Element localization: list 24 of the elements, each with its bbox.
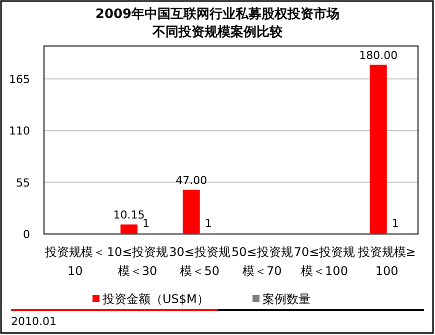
data-label: 1: [204, 217, 212, 230]
y-tick-label: 110: [9, 124, 30, 138]
data-label: 10.15: [113, 208, 145, 222]
x-tick-label: 50≤投资规模＜70: [232, 245, 293, 278]
data-label: 1: [392, 217, 399, 230]
x-tick-label: 投资规模≥100: [356, 245, 416, 278]
data-label: 1: [142, 217, 150, 230]
bar: [370, 64, 387, 234]
chart-title: 2009年中国互联网行业私募股权投资市场: [95, 6, 340, 22]
bar: [120, 224, 138, 234]
x-tick-label: 70≤投资规模＜100: [294, 245, 356, 278]
legend-label: 案例数量: [262, 292, 310, 306]
data-label: 47.00: [176, 174, 208, 187]
legend-label: 投资金额（US$M）: [102, 292, 209, 306]
data-label: 180.00: [359, 48, 398, 62]
x-tick-label: 10≤投资规模＜30: [106, 245, 168, 278]
x-tick-label: 投资规模＜10: [44, 245, 106, 278]
x-tick-label: 30≤投资规模＜50: [169, 245, 230, 278]
y-tick-label: 0: [23, 228, 30, 241]
chart-subtitle: 不同投资规模案例比较: [152, 24, 284, 40]
y-tick-label: 165: [9, 72, 30, 86]
y-tick-label: 55: [16, 176, 30, 190]
text: 2010.01: [11, 315, 56, 328]
bar: [182, 190, 200, 234]
